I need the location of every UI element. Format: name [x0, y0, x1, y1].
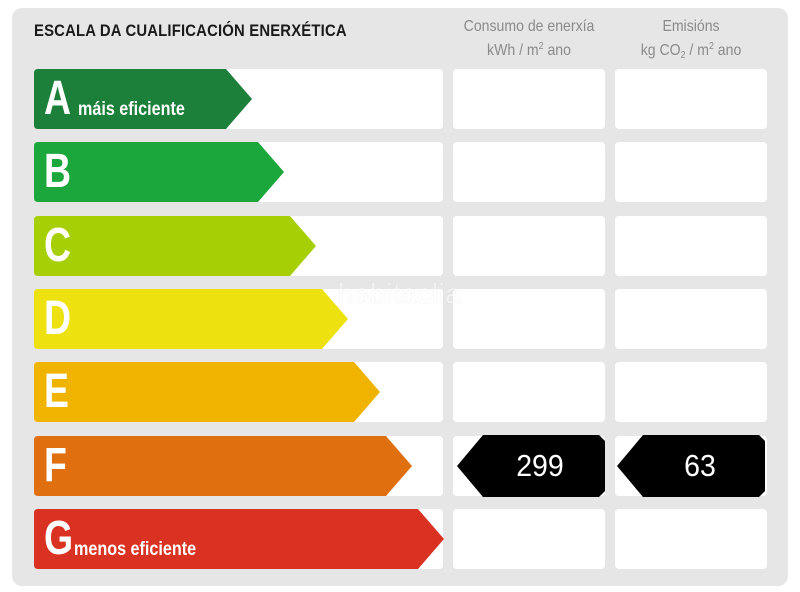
emissions-cell-d	[615, 289, 767, 349]
emissions-header-line1: Emisións	[662, 18, 720, 35]
energy-value-text: 299	[516, 448, 564, 483]
emissions-cell-b	[615, 142, 767, 202]
class-letter-f: F	[44, 439, 67, 492]
emissions-value-badge: 63	[617, 435, 765, 497]
emissions-column-header: Emisións kg CO2 / m2 ano	[624, 15, 758, 63]
class-letter-b: B	[44, 145, 72, 198]
class-arrow-f: F	[34, 436, 412, 496]
energy-header-line2: kWh / m2 ano	[487, 41, 571, 60]
class-note-g: menos eficiente	[74, 539, 197, 560]
class-letter-a: A	[44, 72, 72, 125]
energy-header-line1: Consumo de enerxía	[463, 18, 595, 35]
energy-cell-e	[453, 362, 605, 422]
energy-cell-d	[453, 289, 605, 349]
emissions-cell-g	[615, 509, 767, 569]
class-arrow-b: B	[34, 142, 284, 202]
label-title: ESCALA DA CUALIFICACIÓN ENERXÉTICA	[34, 22, 347, 40]
energy-cell-a	[453, 69, 605, 129]
energy-cell-g	[453, 509, 605, 569]
class-arrow-e: E	[34, 362, 380, 422]
emissions-header-line2: kg CO2 / m2 ano	[640, 41, 742, 61]
emissions-value-text: 63	[684, 448, 716, 483]
emissions-cell-c	[615, 216, 767, 276]
energy-value-badge: 299	[457, 435, 605, 497]
class-letter-d: D	[44, 292, 72, 345]
energy-cell-c	[453, 216, 605, 276]
emissions-cell-e	[615, 362, 767, 422]
energy-column-header: Consumo de enerxía kWh / m2 ano	[462, 15, 596, 63]
class-note-a: máis eficiente	[78, 99, 185, 120]
class-letter-c: C	[44, 219, 72, 272]
class-arrow-c: C	[34, 216, 316, 276]
class-letter-g: G	[44, 512, 74, 565]
emissions-cell-a	[615, 69, 767, 129]
energy-cell-b	[453, 142, 605, 202]
watermark: habitaclia	[338, 278, 462, 309]
class-letter-e: E	[44, 365, 69, 418]
class-arrow-d: D	[34, 289, 348, 349]
